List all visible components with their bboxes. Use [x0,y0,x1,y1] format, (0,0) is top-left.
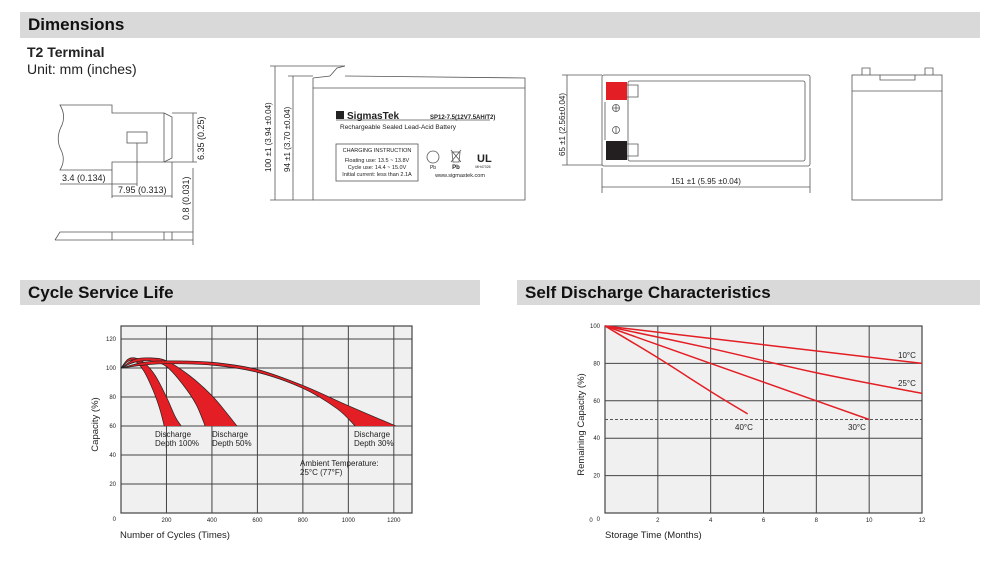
discharge-curve-outer [120,357,238,427]
series-label: Discharge [354,430,391,439]
series-label: 10°C [898,351,916,360]
discharge-line [604,325,923,365]
discharge-band [121,357,182,427]
unit-label: Unit: mm (inches) [27,61,137,77]
x-tick-label: 200 [161,518,172,524]
discharge-band [121,360,397,427]
brand-name: SigmasTek [347,111,399,122]
dim-width: 65 ±1 (2.56±0.04) [558,93,567,156]
charging-title: CHARGING INSTRUCTION [343,148,412,154]
y-tick-label: 60 [593,399,600,405]
x-tick-label: 4 [709,518,713,524]
charging-line: Cycle use: 14.4 ~ 15.0V [348,165,407,171]
y-tick-label: 120 [106,337,117,343]
icon-label: Pb [430,165,436,171]
dim-total-height: 100 ±1 (3.94 ±0.04) [264,102,273,172]
x-tick-label: 6 [762,518,766,524]
positive-terminal [606,82,627,100]
series-label: Depth 100% [155,439,199,448]
x-tick-label: 600 [252,518,263,524]
series-label: Discharge [155,430,192,439]
negative-terminal [606,141,627,160]
battery-end-view [851,67,943,201]
y-tick-label: 40 [109,453,116,459]
y-tick-label: 80 [593,361,600,367]
discharge-curve-inner [120,360,206,427]
y-tick-label: 0 [113,517,117,523]
website: www.sigmastek.com [434,173,485,179]
section-header-cycle-life: Cycle Service Life [20,280,480,305]
icon-label: MH47026 [475,165,490,169]
discharge-curve-inner [120,359,165,427]
dim-container-height: 94 ±1 (3.70 ±0.04) [283,106,292,172]
y-tick-label: 20 [109,482,116,488]
discharge-band [121,357,237,427]
crossed-bin-icon [450,149,462,163]
x-tick-label: 400 [207,518,218,524]
y-tick-label: 100 [106,366,117,372]
discharge-curve-outer [120,357,182,427]
dim-offset: 3.4 (0.134) [62,173,106,183]
x-tick-label: 10 [866,518,873,524]
model: SP12-7.5(12V7.5AH/T2) [430,115,495,121]
discharge-line [604,325,749,415]
battery-top-view: 65 ±1 (2.56±0.04) 151 ±1 (5.95 ±0.04) [558,74,811,193]
recycle-icon [426,150,440,164]
discharge-curve-inner [120,363,356,427]
terminal-drawing: 3.4 (0.134) 7.95 (0.313) 6.35 (0.25) 0.8… [54,104,206,245]
ul-icon: UL [477,153,492,165]
x-tick-label: 0 [589,518,593,524]
dim-height: 6.35 (0.25) [196,116,206,160]
series-label: 30°C [848,423,866,432]
dim-length: 151 ±1 (5.95 ±0.04) [671,177,741,186]
y-tick-label: 60 [109,424,116,430]
y-tick-label: 0 [597,517,601,523]
series-label: Depth 50% [212,439,252,448]
icon-label: Pb [452,165,460,171]
brand-logo-icon [336,111,344,119]
x-axis-label: Storage Time (Months) [605,530,702,541]
battery-subtitle: Rechargeable Sealed Lead-Acid Battery [340,124,457,131]
y-tick-label: 20 [593,474,600,480]
y-axis-label: Remaining Capacity (%) [576,373,587,475]
charging-line: Initial current: less than 2.1A [342,172,412,178]
x-tick-label: 1000 [342,518,356,524]
x-tick-label: 2 [656,518,660,524]
discharge-line [604,325,870,421]
section-header-self-discharge: Self Discharge Characteristics [517,280,980,305]
discharge-line [604,325,923,395]
series-label: Discharge [212,430,249,439]
dim-length: 7.95 (0.313) [118,185,167,195]
y-tick-label: 80 [109,395,116,401]
battery-front-view: UL SigmasTek SP12-7.5(12V7.5AH/T2) Recha… [264,65,526,201]
x-tick-label: 12 [919,518,926,524]
y-axis-label: Capacity (%) [90,397,101,451]
discharge-curve-outer [120,360,397,427]
x-tick-label: 1200 [387,518,401,524]
x-axis-label: Number of Cycles (Times) [120,530,230,541]
x-tick-label: 800 [298,518,309,524]
y-tick-label: 40 [593,436,600,442]
dim-thickness: 0.8 (0.031) [181,176,191,220]
series-label: 25°C [898,379,916,388]
y-tick-label: 100 [590,324,601,330]
section-header-dimensions: Dimensions [20,12,980,38]
series-label: 40°C [735,423,753,432]
series-label: Depth 30% [354,439,394,448]
annotation: 25°C (77°F) [300,468,343,477]
x-tick-label: 8 [815,518,819,524]
annotation: Ambient Temperature: [300,459,379,468]
charging-line: Floating use: 13.5 ~ 13.8V [345,158,410,164]
terminal-title: T2 Terminal [27,44,105,60]
